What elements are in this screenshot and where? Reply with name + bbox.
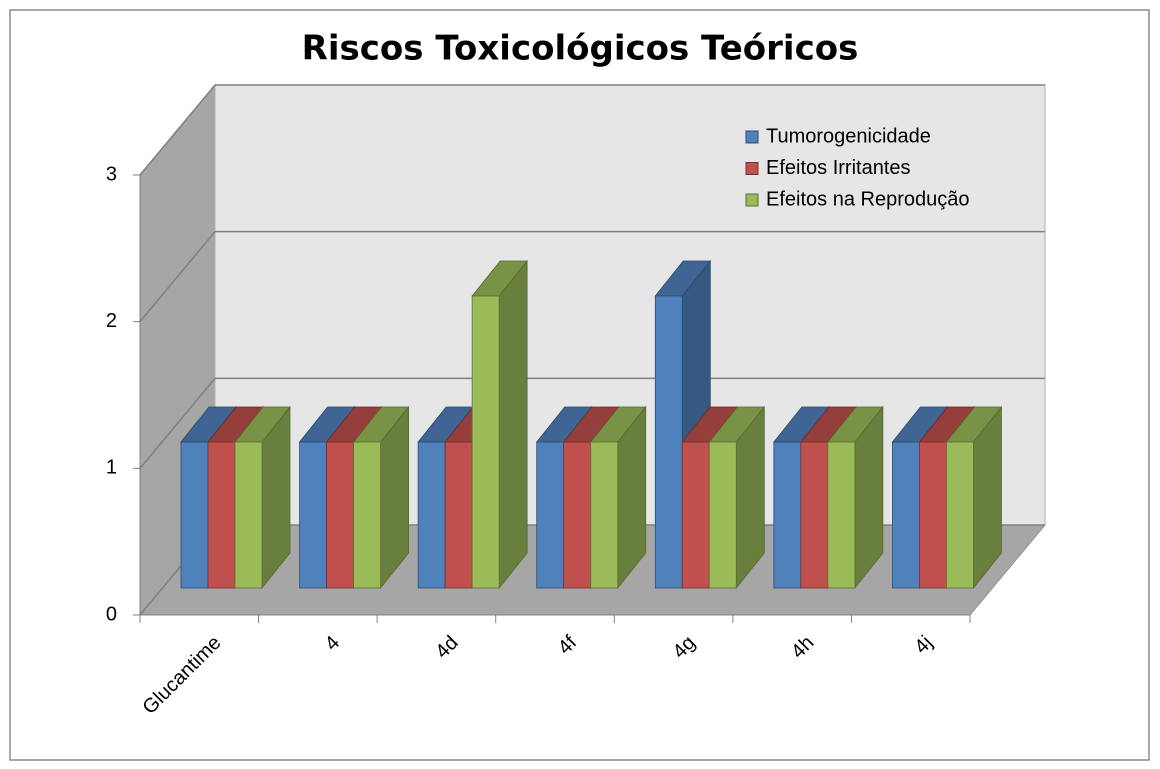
bar-front — [946, 441, 974, 589]
bar — [471, 259, 528, 590]
bar-front — [234, 441, 263, 589]
legend-swatch — [745, 193, 759, 207]
chart-title: Riscos Toxicológicos Teóricos — [302, 29, 859, 69]
grid-line — [139, 377, 216, 469]
bar-front — [773, 441, 802, 589]
bar — [708, 405, 766, 590]
y-tick-label: 3 — [106, 163, 117, 185]
bar-front — [800, 441, 829, 589]
bar — [589, 405, 647, 590]
bar-front — [207, 441, 236, 589]
bar-front — [444, 441, 473, 589]
legend-swatch — [745, 162, 759, 175]
y-tick-label: 0 — [106, 603, 117, 625]
grid-line — [139, 231, 216, 323]
bar — [827, 405, 884, 590]
bar-front — [417, 441, 446, 589]
y-tick-label: 1 — [106, 457, 117, 479]
y-tick-label: 2 — [106, 310, 117, 332]
bar — [945, 405, 1003, 590]
bar-side — [498, 259, 528, 590]
bar-front — [353, 441, 381, 589]
legend-swatch — [745, 130, 759, 144]
grid-line — [139, 84, 216, 176]
bar-front — [326, 441, 354, 589]
bar-front — [563, 441, 592, 589]
bar-front — [919, 441, 947, 589]
bar-front — [892, 441, 920, 589]
bar-front — [827, 441, 856, 589]
bar-front — [708, 441, 737, 589]
legend-label: Efeitos na Reprodução — [766, 188, 969, 210]
bar-front — [536, 441, 565, 589]
legend-label: Tumorogenicidade — [766, 125, 931, 147]
bar-front — [180, 441, 209, 589]
bar — [352, 405, 410, 590]
bar-front — [299, 441, 327, 589]
legend-label: Efeitos Irritantes — [766, 157, 911, 179]
bar — [234, 405, 291, 590]
bar-front — [654, 295, 683, 589]
bar-front — [471, 295, 500, 589]
bar-front — [590, 441, 619, 589]
bar-front — [681, 441, 710, 589]
